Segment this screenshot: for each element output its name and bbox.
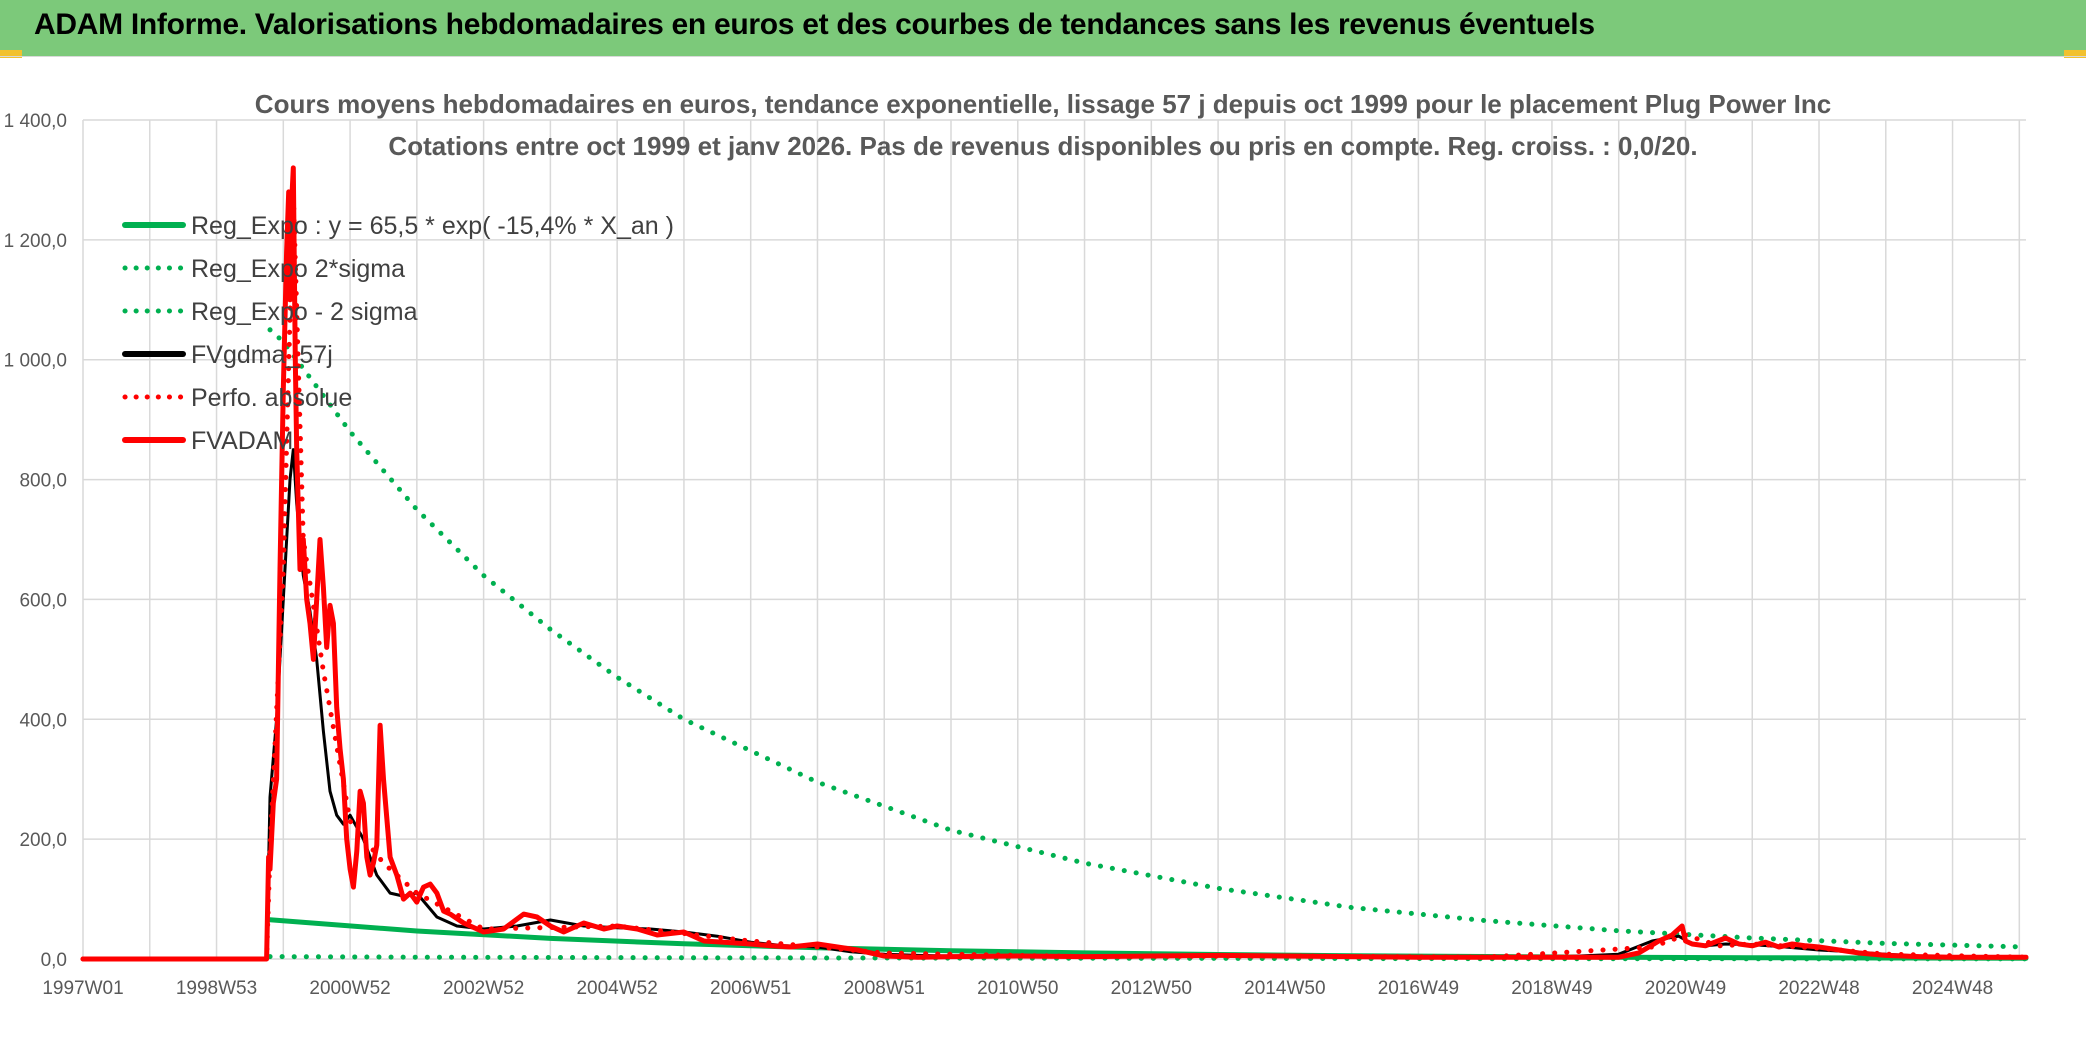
- axis-labels: 0,0 200,0 400,0 600,0 800,0 1 000,0 1 200,0 1 4…: [4, 111, 1994, 999]
- x-tick-label: 2002W52: [443, 978, 524, 999]
- chart-title: Cours moyens hebdomadaires en euros, ten…: [255, 89, 1831, 119]
- x-tick-label: 2024W48: [1912, 978, 1993, 999]
- chart-area: 0,0 200,0 400,0 600,0 800,0 1 000,0 1 200,0 1 4…: [0, 56, 2086, 1037]
- legend-label: FVgdma_57j: [191, 341, 333, 369]
- x-tick-label: 2014W50: [1244, 978, 1325, 999]
- x-tick-label: 2012W50: [1111, 978, 1192, 999]
- y-tick-label: 1 200,0: [4, 231, 67, 252]
- y-tick-label: 600,0: [19, 590, 67, 611]
- y-tick-label: 400,0: [19, 710, 67, 731]
- legend-label: FVADAM: [191, 427, 293, 455]
- page-title: ADAM Informe. Valorisations hebdomadaire…: [34, 8, 1595, 41]
- x-tick-label: 1998W53: [176, 978, 257, 999]
- header-bar: ADAM Informe. Valorisations hebdomadaire…: [0, 0, 2086, 58]
- x-tick-label: 1997W01: [42, 978, 123, 999]
- y-tick-label: 0,0: [41, 950, 67, 971]
- chart-title-group: Cours moyens hebdomadaires en euros, ten…: [255, 89, 1831, 161]
- chart-subtitle: Cotations entre oct 1999 et janv 2026. P…: [388, 131, 1697, 161]
- header-corner-left: [0, 50, 22, 58]
- chart-svg: 0,0 200,0 400,0 600,0 800,0 1 000,0 1 200,0 1 4…: [4, 89, 2029, 999]
- legend-label: Reg_Expo - 2 sigma: [191, 298, 418, 326]
- x-tick-label: 2022W48: [1778, 978, 1859, 999]
- legend-label: Reg_Expo 2*sigma: [191, 255, 405, 283]
- x-tick-label: 2006W51: [710, 978, 791, 999]
- y-tick-label: 1 400,0: [4, 111, 67, 132]
- x-tick-label: 2008W51: [844, 978, 925, 999]
- x-tick-label: 2018W49: [1511, 978, 1592, 999]
- y-tick-label: 1 000,0: [4, 351, 67, 372]
- legend: Reg_Expo : y = 65,5 * exp( -15,4% * X_an…: [122, 212, 674, 455]
- x-tick-label: 2010W50: [977, 978, 1058, 999]
- series-line-3: [81, 448, 2028, 961]
- x-tick-label: 2000W52: [309, 978, 390, 999]
- x-tick-label: 2004W52: [576, 978, 657, 999]
- series-layer: [80, 165, 2029, 962]
- series-line-5: [80, 165, 2029, 962]
- series-line-1: [267, 327, 2029, 950]
- legend-label: Reg_Expo : y = 65,5 * exp( -15,4% * X_an…: [191, 212, 674, 240]
- y-tick-label: 800,0: [19, 471, 67, 492]
- header-corner-right: [2064, 50, 2086, 58]
- grid-layer: [82, 119, 2026, 960]
- x-tick-label: 2020W49: [1645, 978, 1726, 999]
- y-tick-label: 200,0: [19, 830, 67, 851]
- legend-label: Perfo. absolue: [191, 384, 352, 412]
- x-tick-label: 2016W49: [1378, 978, 1459, 999]
